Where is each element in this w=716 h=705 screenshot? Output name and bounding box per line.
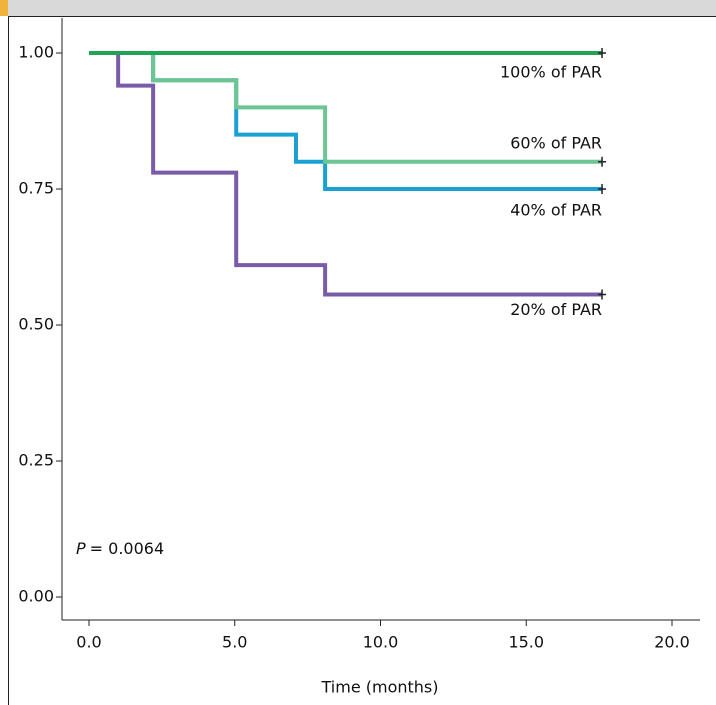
annotation-text: = 0.0064 xyxy=(90,539,164,558)
x-tick-label: 0.0 xyxy=(76,633,101,652)
x-tick-label: 5.0 xyxy=(222,633,247,652)
censor-mark xyxy=(598,48,607,58)
series-label: 60% of PAR xyxy=(510,133,602,152)
y-tick-label: 0.25 xyxy=(18,451,54,470)
x-tick-label: 20.0 xyxy=(654,633,690,652)
x-tick-label: 10.0 xyxy=(363,633,399,652)
y-tick-label: 0.75 xyxy=(18,179,54,198)
x-axis-title: Time (months) xyxy=(321,678,439,697)
series-label: 20% of PAR xyxy=(510,300,602,319)
series-label: 100% of PAR xyxy=(500,63,602,82)
top-strip xyxy=(0,0,716,16)
y-tick-label: 0.50 xyxy=(18,315,54,334)
frame xyxy=(8,16,716,705)
y-tick-label: 1.00 xyxy=(18,43,54,62)
censor-mark xyxy=(598,156,607,167)
censor-mark xyxy=(598,289,607,300)
x-tick-label: 15.0 xyxy=(508,633,544,652)
survival-line xyxy=(89,51,603,297)
y-tick-label: 0.00 xyxy=(18,587,54,606)
annotation-var: P xyxy=(76,539,86,558)
annotation: P = 0.0064 xyxy=(76,539,164,558)
series-label: 40% of PAR xyxy=(510,201,602,220)
corner-tab xyxy=(0,0,8,16)
censor-mark xyxy=(598,184,607,194)
survival-line xyxy=(89,51,603,164)
